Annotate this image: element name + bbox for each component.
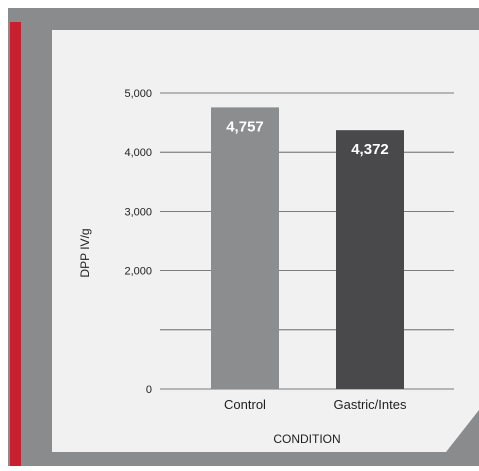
y-tick-label: 3,000 [124,206,152,218]
x-category-label: Control [224,397,266,412]
bar [336,130,404,389]
x-axis-title: CONDITION [273,432,340,446]
bar-value-label: 4,757 [226,118,264,135]
y-tick-label: 0 [146,384,152,396]
accent-stripe [10,22,21,466]
y-ticks: 0 2,000 3,000 4,000 5,000 [124,88,152,396]
y-axis-title: DPP IV/g [78,228,92,277]
y-tick-label: 2,000 [124,266,152,278]
bars: 4,757 4,372 [211,107,404,390]
gridlines [160,92,454,390]
bar-value-label: 4,372 [351,141,389,158]
x-category-label: Gastric/Intes [334,397,407,412]
x-categories: Control Gastric/Intes [224,397,407,412]
y-tick-label: 5,000 [124,88,152,100]
bar [211,107,279,390]
y-tick-label: 4,000 [124,147,152,159]
